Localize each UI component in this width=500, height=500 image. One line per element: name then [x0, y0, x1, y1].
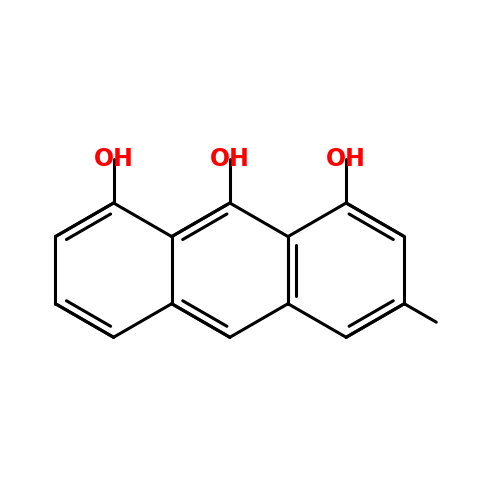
Text: OH: OH [210, 148, 250, 172]
Text: OH: OH [326, 148, 366, 172]
Text: OH: OH [94, 148, 134, 172]
